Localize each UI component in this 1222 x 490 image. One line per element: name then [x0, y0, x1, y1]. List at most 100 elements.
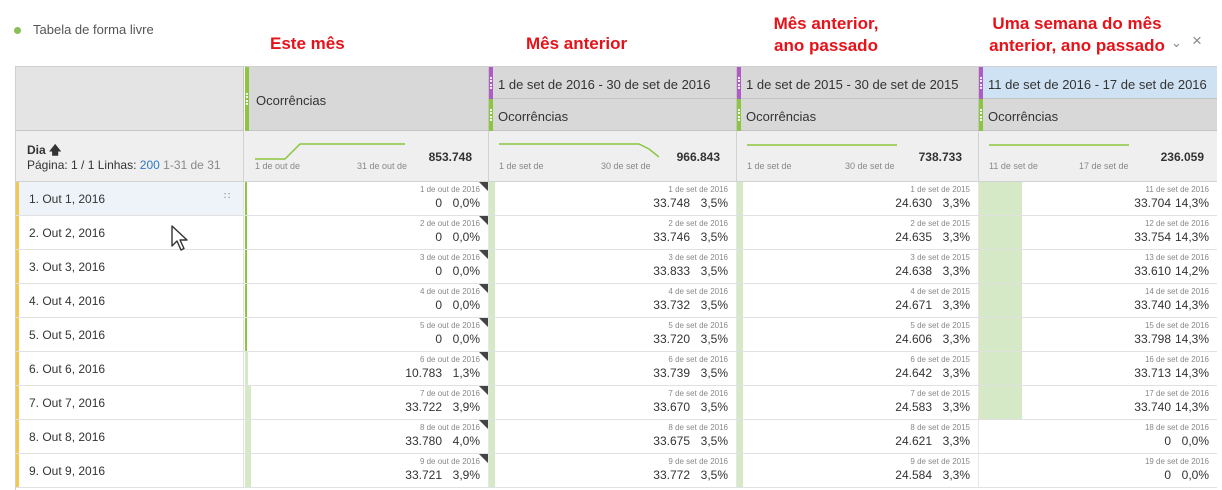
table-row[interactable]: 5. Out 5, 2016 5 de out de 2016 0 0,0% 5 de …	[16, 318, 1217, 352]
metric-cell[interactable]: 15 de set de 2016 33.798 14,3%	[979, 318, 1217, 351]
metric-cell[interactable]: 17 de set de 2016 33.740 14,3%	[979, 386, 1217, 419]
cell-value: 24.630	[895, 196, 932, 210]
annotation-line: Este mês	[270, 34, 345, 53]
mouse-cursor-icon	[171, 225, 188, 251]
metric-cell[interactable]: 3 de set de 2016 33.833 3,5%	[489, 250, 737, 283]
drag-handle-icon[interactable]	[490, 109, 492, 121]
metric-cell[interactable]: 18 de set de 2016 0 0,0%	[979, 420, 1217, 453]
column-header-this-month[interactable]: Ocorrências	[245, 67, 489, 131]
chevron-down-icon[interactable]: ⌄	[1171, 35, 1182, 50]
rows-per-page-select[interactable]: 200	[139, 158, 160, 172]
row-dimension-cell[interactable]: 7. Out 7, 2016	[16, 386, 244, 419]
metric-cell[interactable]: 9 de set de 2015 24.584 3,3%	[737, 454, 979, 487]
row-dimension-cell[interactable]: 1. Out 1, 2016 ∷	[16, 182, 244, 215]
metric-cell[interactable]: 6 de out de 2016 10.783 1,3%	[245, 352, 489, 385]
cell-date: 9 de set de 2016	[668, 457, 728, 466]
metric-cell[interactable]: 7 de out de 2016 33.722 3,9%	[245, 386, 489, 419]
row-dimension-cell[interactable]: 6. Out 6, 2016	[16, 352, 244, 385]
segment-header-sep-2015[interactable]: 1 de set de 2015 - 30 de set de 2015	[737, 67, 979, 99]
metric-cell[interactable]: 8 de set de 2015 24.621 3,3%	[737, 420, 979, 453]
table-row[interactable]: 9. Out 9, 2016 9 de out de 2016 33.721 3,9%…	[16, 454, 1217, 488]
cell-value-group: 24.630 3,3%	[895, 196, 970, 210]
table-row[interactable]: 7. Out 7, 2016 7 de out de 2016 33.722 3,9%…	[16, 386, 1217, 420]
metric-cell[interactable]: 4 de set de 2015 24.671 3,3%	[737, 284, 979, 317]
row-dimension-cell[interactable]: 4. Out 4, 2016	[16, 284, 244, 317]
drag-handle-icon[interactable]	[980, 109, 982, 121]
row-dimension-cell[interactable]: 2. Out 2, 2016	[16, 216, 244, 249]
sparkline	[747, 144, 897, 146]
metric-cell[interactable]: 11 de set de 2016 33.704 14,3%	[979, 182, 1217, 215]
metric-cell[interactable]: 7 de set de 2015 24.583 3,3%	[737, 386, 979, 419]
row-dimension-cell[interactable]: 8. Out 8, 2016	[16, 420, 244, 453]
table-row[interactable]: 1. Out 1, 2016 ∷ 1 de out de 2016 0 0,0% 1 de…	[16, 182, 1217, 216]
cell-percent: 3,5%	[700, 298, 728, 312]
metric-cell[interactable]: 7 de set de 2016 33.670 3,5%	[489, 386, 737, 419]
metric-cell[interactable]: 6 de set de 2016 33.739 3,5%	[489, 352, 737, 385]
metric-cell[interactable]: 4 de set de 2016 33.732 3,5%	[489, 284, 737, 317]
cell-date: 12 de set de 2016	[1144, 219, 1209, 228]
metric-cell[interactable]: 5 de set de 2016 33.720 3,5%	[489, 318, 737, 351]
cell-percent: 3,5%	[700, 366, 728, 380]
table-row[interactable]: 3. Out 3, 2016 3 de out de 2016 0 0,0% 3 de …	[16, 250, 1217, 284]
table-row[interactable]: 2. Out 2, 2016 2 de out de 2016 0 0,0% 2 de …	[16, 216, 1217, 250]
metric-cell[interactable]: 16 de set de 2016 33.713 14,3%	[979, 352, 1217, 385]
dimension-title[interactable]: Dia 🡅	[27, 141, 61, 162]
drag-handle-icon[interactable]	[980, 77, 982, 89]
row-label: 9. Out 9, 2016	[29, 464, 106, 478]
table-row[interactable]: 8. Out 8, 2016 8 de out de 2016 33.780 4,0%…	[16, 420, 1217, 454]
close-icon[interactable]: ×	[1192, 31, 1202, 50]
metric-cell[interactable]: 4 de out de 2016 0 0,0%	[245, 284, 489, 317]
row-dimension-cell[interactable]: 9. Out 9, 2016	[16, 454, 244, 487]
drag-handle-icon[interactable]	[738, 77, 740, 89]
cell-bar	[245, 216, 247, 249]
metric-header-sep-2015[interactable]: Ocorrências	[737, 99, 979, 131]
segment-header-sep-2016[interactable]: 1 de set de 2016 - 30 de set de 2016	[489, 67, 737, 99]
row-dimension-cell[interactable]: 3. Out 3, 2016	[16, 250, 244, 283]
metric-cell[interactable]: 2 de set de 2015 24.635 3,3%	[737, 216, 979, 249]
arrow-up-icon[interactable]: 🡅	[49, 143, 62, 157]
metric-cell[interactable]: 12 de set de 2016 33.754 14,3%	[979, 216, 1217, 249]
metric-cell[interactable]: 8 de set de 2016 33.675 3,5%	[489, 420, 737, 453]
freeform-table: Ocorrências 1 de set de 2016 - 30 de set…	[15, 66, 1217, 490]
metric-cell[interactable]: 5 de set de 2015 24.606 3,3%	[737, 318, 979, 351]
metric-cell[interactable]: 9 de out de 2016 33.721 3,9%	[245, 454, 489, 487]
drag-handle-icon[interactable]	[738, 109, 740, 121]
breakdown-icon[interactable]: ∷	[224, 191, 231, 202]
metric-cell[interactable]: 2 de out de 2016 0 0,0%	[245, 216, 489, 249]
metric-cell[interactable]: 1 de out de 2016 0 0,0%	[245, 182, 489, 215]
table-row[interactable]: 4. Out 4, 2016 4 de out de 2016 0 0,0% 4 de …	[16, 284, 1217, 318]
cell-value-group: 33.754 14,3%	[1134, 230, 1209, 244]
metric-cell[interactable]: 19 de set de 2016 0 0,0%	[979, 454, 1217, 487]
sparkline-end-label: 30 de set de	[601, 161, 651, 171]
drag-handle-icon[interactable]	[246, 93, 248, 105]
cell-value: 33.721	[405, 468, 442, 482]
metric-cell[interactable]: 6 de set de 2015 24.642 3,3%	[737, 352, 979, 385]
cell-value: 33.772	[653, 468, 690, 482]
cell-date: 7 de set de 2015	[910, 389, 970, 398]
metric-cell[interactable]: 8 de out de 2016 33.780 4,0%	[245, 420, 489, 453]
metric-header-sep-2016[interactable]: Ocorrências	[489, 99, 737, 131]
cell-value-group: 33.675 3,5%	[653, 434, 728, 448]
segment-header-week-sep-2016[interactable]: 11 de set de 2016 - 17 de set de 2016	[979, 67, 1217, 99]
cell-date: 1 de out de 2016	[419, 185, 480, 194]
metric-cell[interactable]: 3 de out de 2016 0 0,0%	[245, 250, 489, 283]
panel-title[interactable]: Tabela de forma livre	[33, 22, 154, 37]
metric-cell[interactable]: 2 de set de 2016 33.746 3,5%	[489, 216, 737, 249]
row-dimension-cell[interactable]: 5. Out 5, 2016	[16, 318, 244, 351]
cell-percent: 0,0%	[452, 298, 480, 312]
metric-cell[interactable]: 1 de set de 2015 24.630 3,3%	[737, 182, 979, 215]
metric-cell[interactable]: 13 de set de 2016 33.610 14,2%	[979, 250, 1217, 283]
metric-header-week-sep-2016[interactable]: Ocorrências	[979, 99, 1217, 131]
cell-value-group: 0 0,0%	[435, 230, 480, 244]
metric-cell[interactable]: 14 de set de 2016 33.740 14,3%	[979, 284, 1217, 317]
metric-cell[interactable]: 1 de set de 2016 33.748 3,5%	[489, 182, 737, 215]
drag-handle-icon[interactable]	[490, 77, 492, 89]
metric-cell[interactable]: 5 de out de 2016 0 0,0%	[245, 318, 489, 351]
cell-value-group: 24.671 3,3%	[895, 298, 970, 312]
cell-value: 33.670	[653, 400, 690, 414]
metric-cell[interactable]: 9 de set de 2016 33.772 3,5%	[489, 454, 737, 487]
table-row[interactable]: 6. Out 6, 2016 6 de out de 2016 10.783 1,3%…	[16, 352, 1217, 386]
cell-percent: 3,5%	[700, 264, 728, 278]
metric-cell[interactable]: 3 de set de 2015 24.638 3,3%	[737, 250, 979, 283]
segment-label: 1 de set de 2015 - 30 de set de 2015	[746, 77, 959, 92]
